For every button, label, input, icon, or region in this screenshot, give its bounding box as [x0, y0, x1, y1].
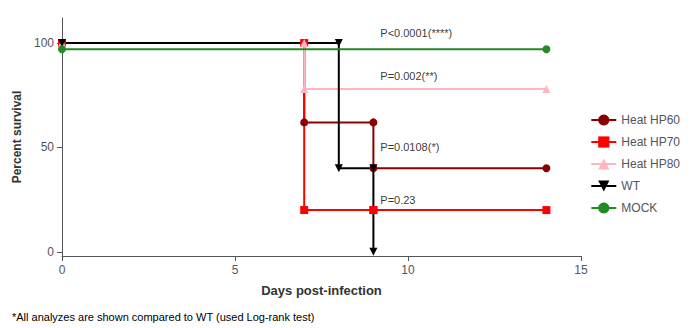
svg-text:Heat HP70: Heat HP70	[621, 135, 680, 149]
svg-text:15: 15	[574, 263, 588, 277]
svg-text:Days post-infection: Days post-infection	[261, 283, 382, 298]
svg-text:100: 100	[34, 36, 54, 50]
svg-text:MOCK: MOCK	[621, 201, 657, 215]
svg-text:5: 5	[232, 263, 239, 277]
svg-text:10: 10	[401, 263, 415, 277]
svg-text:0: 0	[47, 245, 54, 259]
svg-text:Percent survival: Percent survival	[10, 91, 24, 184]
svg-text:P=0.23: P=0.23	[380, 194, 415, 206]
svg-text:P=0.0108(*): P=0.0108(*)	[380, 141, 439, 153]
svg-text:50: 50	[41, 140, 55, 154]
svg-text:P<0.0001(****): P<0.0001(****)	[380, 27, 452, 39]
svg-text:0: 0	[59, 263, 66, 277]
svg-text:Heat HP80: Heat HP80	[621, 157, 680, 171]
svg-text:Heat HP60: Heat HP60	[621, 113, 680, 127]
svg-text:WT: WT	[621, 179, 640, 193]
svg-text:P=0.002(**): P=0.002(**)	[380, 70, 437, 82]
svg-text:*All analyzes are shown compar: *All analyzes are shown compared to WT (…	[12, 311, 314, 323]
